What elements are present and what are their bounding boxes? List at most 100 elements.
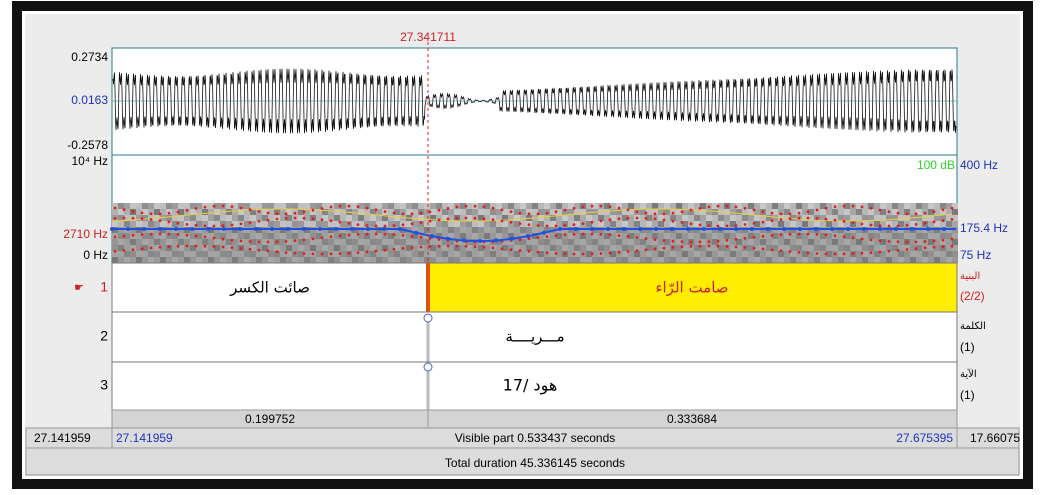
spectrogram-cell — [430, 227, 436, 233]
spectrogram-cell — [280, 221, 286, 227]
formant-dot — [690, 245, 693, 248]
spectrogram-cell — [118, 257, 124, 263]
formant-dot — [285, 213, 288, 216]
spectrogram-cell — [484, 257, 490, 263]
formant-dot — [321, 207, 324, 210]
formant-dot — [897, 249, 900, 252]
spectrogram-cell — [466, 257, 472, 263]
spectrogram-cell — [286, 257, 292, 263]
formant-dot — [762, 248, 765, 251]
spectrogram-cell — [700, 209, 706, 215]
formant-dot — [699, 224, 702, 227]
formant-dot — [807, 233, 810, 236]
formant-dot — [906, 241, 909, 244]
spectrogram-cell — [238, 257, 244, 263]
formant-dot — [375, 208, 378, 211]
spectrogram-cell — [220, 215, 226, 221]
formant-dot — [303, 211, 306, 214]
formant-dot — [465, 245, 468, 248]
spectrogram-cell — [418, 215, 424, 221]
spectrogram-cell — [130, 251, 136, 257]
formant-dot — [834, 234, 837, 237]
spectrogram-cell — [214, 215, 220, 221]
formant-dot — [474, 205, 477, 208]
spectrogram-cell — [838, 209, 844, 215]
spectrogram-cell — [730, 215, 736, 221]
spectrogram-bottom: 0 Hz — [83, 248, 108, 262]
spectrogram-cell — [280, 203, 286, 209]
spectrogram-cell — [298, 257, 304, 263]
formant-dot — [879, 239, 882, 242]
spectrogram-cell — [358, 215, 364, 221]
formant-dot — [249, 208, 252, 211]
formant-dot — [159, 213, 162, 216]
spectrogram-cell — [676, 203, 682, 209]
formant-dot — [528, 223, 531, 226]
spectrogram-cell — [556, 203, 562, 209]
spectrogram-cell — [646, 251, 652, 257]
spectrogram-cell — [952, 209, 958, 215]
formant-dot — [465, 217, 468, 220]
spectrogram-cell — [124, 239, 130, 245]
spectrogram-cell — [622, 245, 628, 251]
spectrogram-cell — [796, 239, 802, 245]
spectrogram-cell — [550, 257, 556, 263]
spectrogram-cell — [232, 251, 238, 257]
spectrogram-cell — [460, 221, 466, 227]
formant-dot — [555, 234, 558, 237]
boundary-handle[interactable] — [424, 363, 432, 371]
spectrogram-cell — [610, 239, 616, 245]
spectrogram-cell — [538, 245, 544, 251]
formant-dot — [708, 245, 711, 248]
spectrogram-cell — [292, 245, 298, 251]
spectrogram-cell — [250, 257, 256, 263]
formant-dot — [690, 222, 693, 225]
spectrogram-cell — [514, 203, 520, 209]
spectrogram-cell — [358, 257, 364, 263]
spectrogram-cell — [328, 209, 334, 215]
spectrogram-cell — [172, 251, 178, 257]
formant-dot — [123, 208, 126, 211]
formant-dot — [141, 233, 144, 236]
spectrogram-cell — [640, 257, 646, 263]
spectrogram-cell — [430, 251, 436, 257]
formant-dot — [609, 233, 612, 236]
tier-name: الكلمة — [960, 321, 986, 332]
formant-dot — [789, 250, 792, 253]
formant-dot — [708, 206, 711, 209]
spectrogram-cell — [364, 239, 370, 245]
spectrogram-cell — [262, 257, 268, 263]
formant-dot — [177, 211, 180, 214]
spectrogram-cell — [598, 245, 604, 251]
spectrogram-cell — [136, 203, 142, 209]
spectrogram-cell — [154, 203, 160, 209]
boundary-handle[interactable] — [424, 314, 432, 322]
formant-dot — [852, 236, 855, 239]
formant-dot — [834, 205, 837, 208]
formant-dot — [735, 224, 738, 227]
spectrogram-cell — [544, 203, 550, 209]
formant-dot — [609, 205, 612, 208]
formant-dot — [762, 221, 765, 224]
formant-dot — [141, 247, 144, 250]
spectrogram-cell — [436, 251, 442, 257]
spectrogram-cell — [574, 257, 580, 263]
formant-dot — [240, 207, 243, 210]
spectrogram-cell — [604, 239, 610, 245]
spectrogram-cell — [880, 233, 886, 239]
formant-dot — [357, 205, 360, 208]
formant-dot — [816, 252, 819, 255]
formant-dot — [249, 248, 252, 251]
spectrogram-cell — [592, 215, 598, 221]
spectrogram-cell — [826, 245, 832, 251]
spectrogram-cell — [478, 221, 484, 227]
spectrogram-cell — [850, 245, 856, 251]
spectrogram-cell — [448, 227, 454, 233]
formant-dot — [204, 206, 207, 209]
spectrogram-cell — [556, 239, 562, 245]
spectrogram-cell — [436, 221, 442, 227]
spectrogram-cell — [706, 257, 712, 263]
formant-dot — [519, 212, 522, 215]
spectrogram-cell — [520, 203, 526, 209]
spectrogram-cell — [418, 239, 424, 245]
